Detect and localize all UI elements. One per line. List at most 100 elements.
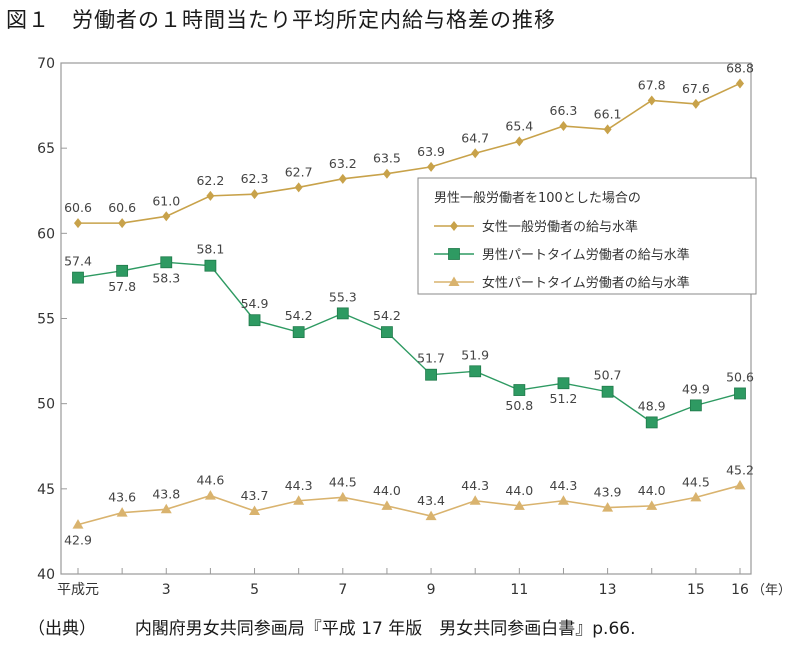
data-label: 50.6 — [726, 369, 754, 384]
data-point — [72, 271, 84, 284]
chart-title: 図１ 労働者の１時間当たり平均所定内給与格差の推移 — [6, 8, 556, 32]
data-label: 50.8 — [505, 398, 533, 413]
data-label: 66.3 — [550, 103, 578, 118]
data-point — [338, 173, 347, 184]
x-tick-label: 16 — [731, 582, 749, 598]
data-label: 60.6 — [108, 200, 136, 215]
data-label: 43.6 — [108, 490, 136, 505]
data-label: 50.7 — [594, 368, 622, 383]
data-label: 44.3 — [285, 478, 313, 493]
y-tick-label: 65 — [37, 141, 55, 157]
data-label: 44.5 — [682, 474, 710, 489]
y-tick-label: 45 — [37, 482, 55, 498]
data-label: 43.4 — [417, 493, 445, 508]
legend-marker — [448, 248, 460, 260]
data-point — [515, 136, 524, 147]
x-axis-unit: （年） — [752, 583, 791, 598]
series-1: 60.6 60.6 61.0 62.2 62.3 62.7 63.2 63.5 63.9 64.7… — [64, 60, 754, 229]
y-tick-label: 55 — [37, 312, 55, 328]
data-label: 54.2 — [373, 308, 401, 323]
data-point — [249, 505, 261, 515]
x-tick-label: 平成元 — [57, 582, 99, 598]
y-tick-label: 70 — [37, 56, 55, 72]
data-point — [645, 416, 658, 429]
data-label: 55.3 — [329, 289, 357, 304]
data-point — [689, 399, 702, 412]
data-label: 54.9 — [241, 296, 269, 311]
data-label: 44.0 — [373, 483, 401, 498]
data-point — [557, 377, 570, 390]
data-point — [381, 326, 393, 339]
data-point — [116, 507, 128, 517]
data-point — [736, 78, 744, 89]
data-point — [206, 190, 215, 201]
legend: 男性一般労働者を100とした場合の女性一般労働者の給与水準男性パートタイム労働者… — [417, 177, 757, 295]
data-point — [602, 502, 614, 512]
data-point — [248, 314, 261, 327]
data-label: 51.2 — [550, 391, 578, 406]
data-point — [603, 124, 612, 135]
data-label: 51.7 — [417, 351, 445, 366]
data-point — [425, 510, 437, 521]
data-label: 65.4 — [505, 118, 533, 133]
data-label: 43.7 — [241, 488, 269, 503]
y-tick-label: 40 — [37, 567, 55, 583]
data-label: 48.9 — [638, 398, 666, 413]
source-label: （出典） — [28, 619, 96, 639]
data-point — [646, 500, 658, 510]
data-point — [513, 384, 526, 396]
x-tick-label: 3 — [162, 582, 171, 598]
legend-marker — [450, 221, 458, 231]
data-label: 44.0 — [505, 483, 533, 498]
data-label: 62.3 — [241, 171, 269, 186]
legend-title: 男性一般労働者を100とした場合の — [434, 190, 641, 206]
data-label: 43.9 — [594, 485, 622, 500]
data-label: 61.0 — [152, 193, 180, 208]
source-text: 内閣府男女共同参画局『平成 17 年版 男女共同参画白書』p.66. — [134, 619, 636, 639]
data-label: 58.1 — [196, 242, 224, 257]
data-label: 49.9 — [682, 381, 710, 396]
data-point — [469, 365, 482, 378]
x-tick-label: 7 — [338, 582, 347, 598]
y-axis: 40 45 50 55 60 65 70 — [37, 56, 67, 583]
data-label: 63.2 — [329, 156, 357, 171]
y-tick-label: 60 — [37, 226, 55, 242]
data-label: 58.3 — [152, 270, 180, 285]
series-2: 57.4 57.8 58.3 58.1 54.9 54.2 55.3 54.2 51.7 51.9… — [64, 242, 754, 429]
data-point — [293, 495, 305, 505]
data-point — [513, 500, 525, 510]
data-point — [469, 495, 481, 505]
data-point — [160, 256, 173, 269]
data-label: 68.8 — [726, 60, 754, 75]
data-label: 44.5 — [329, 474, 357, 489]
data-point — [427, 161, 436, 172]
data-point — [337, 491, 349, 502]
data-label: 62.7 — [285, 164, 313, 179]
data-point — [647, 95, 656, 106]
source-note: （出典） 内閣府男女共同参画局『平成 17 年版 男女共同参画白書』p.66. — [28, 614, 635, 639]
data-point — [204, 490, 216, 500]
data-label: 62.2 — [196, 173, 224, 188]
data-label: 63.5 — [373, 151, 401, 166]
legend-item: 男性パートタイム労働者の給与水準 — [434, 247, 690, 263]
data-point — [74, 218, 82, 229]
data-point — [425, 368, 437, 381]
data-point — [250, 189, 259, 200]
data-point — [691, 98, 700, 109]
data-label: 44.6 — [196, 473, 224, 488]
data-label: 66.1 — [594, 106, 622, 121]
x-tick-label: 9 — [427, 582, 436, 598]
x-tick-label: 11 — [510, 582, 528, 598]
x-tick-label: 13 — [599, 582, 617, 598]
data-point — [118, 218, 127, 229]
data-point — [557, 495, 569, 505]
data-label: 54.2 — [285, 308, 313, 323]
data-point — [734, 387, 746, 400]
data-point — [160, 503, 172, 514]
data-label: 67.8 — [638, 77, 666, 92]
series-line — [78, 82, 741, 224]
series-layer: 60.6 60.6 61.0 62.2 62.3 62.7 63.2 63.5 63.9 64.7… — [64, 60, 754, 547]
data-label: 63.9 — [417, 144, 445, 159]
legend-item: 女性一般労働者の給与水準 — [434, 219, 638, 235]
